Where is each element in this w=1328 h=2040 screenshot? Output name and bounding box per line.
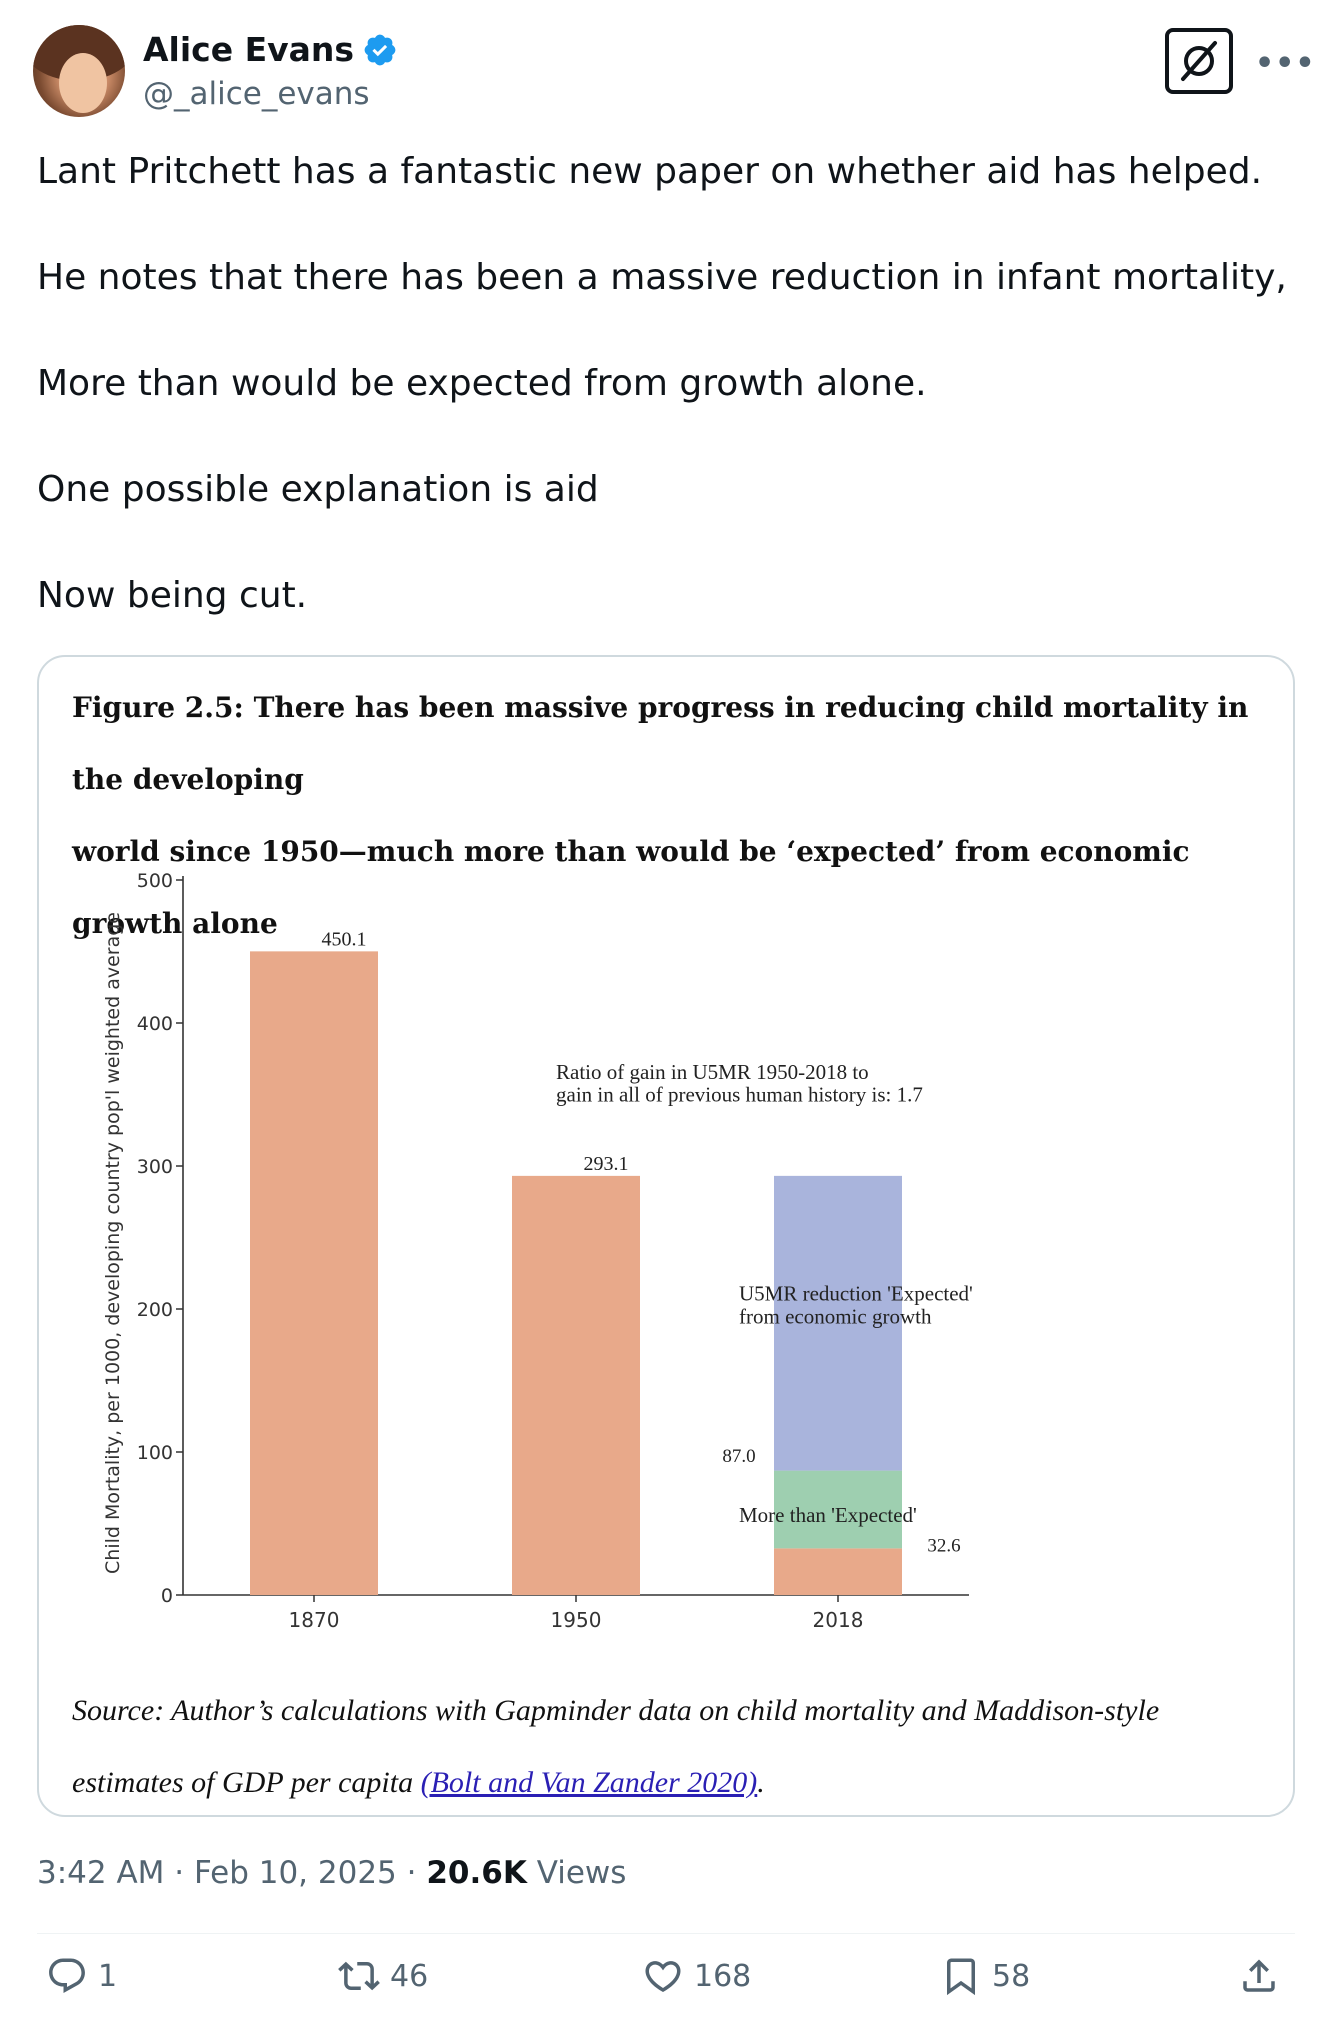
y-axis-label: Child Mortality, per 1000, developing co…: [102, 912, 124, 1574]
figure-title-line: Figure 2.5: There has been massive progr…: [72, 691, 1249, 796]
retweet-icon: [338, 1961, 380, 1991]
bookmark-count: 58: [992, 1958, 1031, 1994]
bar-segment-2018: [774, 1175, 902, 1471]
bar-value-label: 293.1: [584, 1153, 629, 1175]
like-button[interactable]: 168: [642, 1955, 751, 1997]
source-citation-link[interactable]: (Bolt and Van Zander 2020): [420, 1766, 758, 1799]
figure-title-line: world since 1950—much more than would be…: [72, 835, 1190, 940]
tweet-timestamp: 3:42 AM · Feb 10, 2025 · 20.6K Views: [37, 1855, 626, 1891]
tweet-header: Alice Evans @_alice_evans •••: [0, 0, 1328, 130]
child-mortality-bar-chart: 0 100 200 300 400 500 Child Mortality, per 100…: [102, 870, 973, 1632]
expected-annotation: from economic growth: [739, 1304, 932, 1328]
x-tick-label: 2018: [813, 1608, 864, 1632]
tweet-time[interactable]: 3:42 AM: [37, 1855, 165, 1891]
tweet-date[interactable]: Feb 10, 2025: [193, 1855, 397, 1891]
x-tick-label: 1870: [289, 1608, 340, 1632]
bookmark-button[interactable]: 58: [940, 1955, 1030, 1997]
value-annotation-32-6: 32.6: [927, 1535, 960, 1556]
x-tick-label: 1950: [551, 1608, 602, 1632]
reply-icon: [49, 1958, 85, 1993]
share-button[interactable]: [1238, 1955, 1280, 1997]
figure-source: Source: Author’s calculations with Gapmi…: [72, 1675, 1282, 1815]
figure-title: Figure 2.5: There has been massive progr…: [72, 672, 1282, 960]
more-options-icon[interactable]: •••: [1255, 46, 1316, 81]
bar-segment-1950: [512, 1175, 640, 1595]
reply-button[interactable]: 1: [46, 1955, 117, 1997]
bookmark-icon: [947, 1958, 975, 1996]
y-tick-label: 200: [137, 1299, 173, 1321]
verified-badge-icon: [364, 34, 396, 65]
y-tick-label: 500: [137, 870, 173, 892]
share-icon: [1243, 1959, 1275, 1992]
tweet-paragraph: Lant Pritchett has a fantastic new paper…: [37, 151, 1263, 192]
figure-source-line: Source: Author’s calculations with Gapmi…: [72, 1694, 1160, 1727]
value-annotation-87: 87.0: [722, 1446, 755, 1467]
grok-button[interactable]: [1165, 28, 1233, 94]
tweet-paragraph: More than would be expected from growth …: [37, 363, 927, 404]
avatar[interactable]: [33, 25, 125, 117]
author-display-name[interactable]: Alice Evans: [143, 30, 355, 69]
expected-annotation: U5MR reduction 'Expected': [739, 1281, 973, 1305]
views-label: Views: [526, 1855, 627, 1891]
retweet-button[interactable]: 46: [338, 1955, 428, 1997]
reply-count: 1: [98, 1958, 118, 1994]
more-than-expected-annotation: More than 'Expected': [739, 1503, 917, 1527]
ratio-annotation: Ratio of gain in U5MR 1950-2018 to: [556, 1060, 869, 1084]
tweet-paragraph: He notes that there has been a massive r…: [37, 257, 1287, 298]
tweet-text: Lant Pritchett has a fantastic new paper…: [37, 150, 1297, 680]
author-handle[interactable]: @_alice_evans: [143, 76, 370, 112]
tweet-paragraph: Now being cut.: [37, 575, 308, 616]
figure-source-line: estimates of GDP per capita (Bolt and Va…: [72, 1747, 1282, 1815]
author-name-row[interactable]: Alice Evans: [143, 30, 398, 69]
bar-value-label: 450.1: [322, 928, 367, 950]
separator: ·: [164, 1855, 194, 1891]
separator: ·: [396, 1855, 427, 1891]
bar-segment-1870: [250, 951, 378, 1595]
y-tick-label: 100: [137, 1442, 173, 1464]
retweet-count: 46: [390, 1958, 429, 1994]
media-image-card[interactable]: Figure 2.5: There has been massive progr…: [37, 655, 1295, 1817]
bar-segment-2018: [774, 1470, 902, 1549]
y-tick-label: 300: [137, 1156, 173, 1178]
y-tick-label: 400: [137, 1013, 173, 1035]
y-tick-label: 0: [161, 1585, 173, 1607]
tweet-paragraph: One possible explanation is aid: [37, 469, 599, 510]
tweet-actions-bar: 1 46 168 58: [0, 1955, 1328, 2025]
heart-icon: [645, 1961, 681, 1993]
bar-segment-2018: [774, 1548, 902, 1595]
source-prefix: estimates of GDP per capita: [72, 1766, 421, 1799]
source-suffix: .: [757, 1766, 765, 1799]
views-count: 20.6K: [426, 1855, 527, 1891]
grok-icon: [1181, 41, 1217, 81]
ratio-annotation: gain in all of previous human history is…: [556, 1083, 923, 1107]
divider: [37, 1933, 1295, 1934]
like-count: 168: [694, 1958, 752, 1994]
